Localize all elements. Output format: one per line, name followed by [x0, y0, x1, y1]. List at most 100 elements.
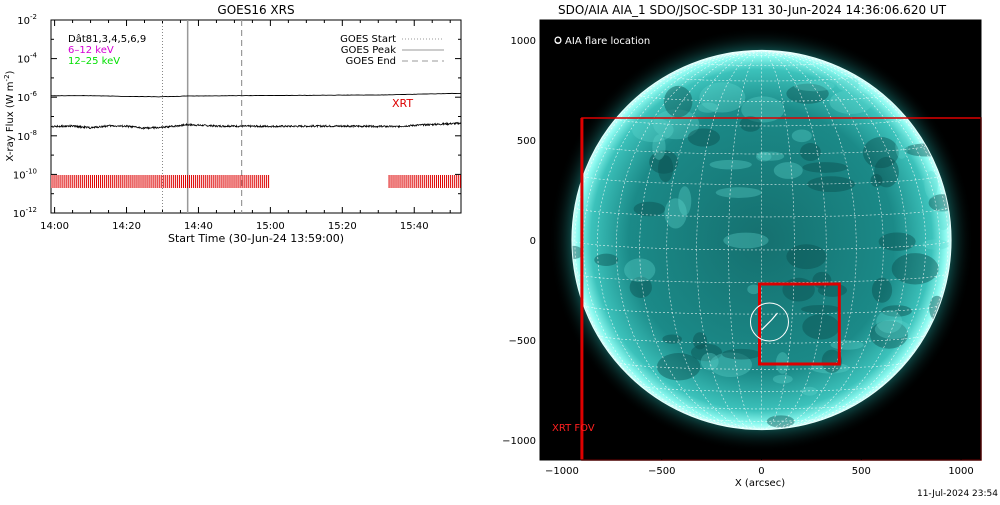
solar-texture-patch	[656, 353, 701, 381]
zoom-region-box	[758, 282, 841, 366]
aia-panel: SDO/AIA AIA_1 SDO/JSOC-SDP 131 30-Jun-20…	[502, 3, 998, 499]
goes-legend-entry: Dât81,3,4,5,6,9	[68, 33, 146, 45]
goes-chart-title: GOES16 XRS	[217, 3, 294, 17]
goes-y-tick-exp: -12	[26, 206, 37, 214]
longitude-grid-line	[639, 50, 762, 430]
solar-texture-patch	[876, 310, 903, 334]
longitude-grid-line	[761, 50, 827, 430]
solar-texture-patch	[782, 277, 815, 302]
longitude-grid-line	[596, 50, 762, 430]
solar-texture-patch	[772, 374, 793, 384]
aia-x-tick-label: 1000	[948, 466, 973, 477]
aia-chart-title: SDO/AIA AIA_1 SDO/JSOC-SDP 131 30-Jun-20…	[558, 3, 947, 17]
goes-legend-right-label: GOES Peak	[341, 45, 396, 56]
solar-texture-patch	[723, 232, 769, 249]
solar-texture-patch	[786, 244, 827, 270]
legend-circle-icon	[554, 36, 562, 44]
xrt-fov-label: XRT FOV	[552, 423, 595, 434]
goes-y-axis-label-close: )	[5, 70, 16, 74]
latitude-grid-line	[574, 273, 949, 283]
goes-y-tick-base: 10	[13, 170, 26, 181]
goes-y-tick-base: 10	[17, 132, 30, 143]
goes-legend-entry: 6–12 keV	[68, 45, 114, 56]
solar-texture-patch	[869, 320, 908, 349]
longitude-grid-line	[761, 50, 949, 421]
longitude-grid-line	[583, 50, 762, 428]
solar-texture-patch	[812, 271, 832, 289]
goes-series-line	[51, 121, 461, 131]
solar-texture-patch	[801, 386, 818, 396]
solar-texture-patch	[801, 304, 841, 314]
longitude-grid-line	[728, 50, 762, 430]
aia-x-axis-label: X (arcsec)	[735, 478, 785, 489]
latitude-grid-line	[666, 75, 857, 82]
solar-texture-patch	[862, 137, 899, 169]
latitude-grid-line	[597, 145, 926, 155]
longitude-grid-line	[761, 50, 908, 430]
solar-texture-patch	[924, 171, 938, 199]
solar-texture-patch	[663, 85, 693, 118]
solar-texture-patch	[829, 90, 873, 114]
goes-x-axis-label: Start Time (30-Jun-24 13:59:00)	[168, 232, 344, 245]
solar-texture-patch	[793, 80, 835, 92]
latitude-grid-line	[597, 334, 926, 344]
goes-legend-right-label: GOES End	[346, 56, 396, 67]
solar-texture-patch	[709, 352, 753, 378]
goes-x-tick-label: 14:40	[184, 221, 213, 232]
goes-y-tick-base: 10	[17, 93, 30, 104]
flare-location-marker	[749, 302, 789, 342]
longitude-grid-line	[761, 50, 940, 428]
solar-texture-patch	[922, 239, 950, 250]
solar-texture-patch	[649, 150, 679, 174]
solar-texture-patch	[662, 334, 682, 344]
solar-texture-patch	[594, 253, 619, 267]
aia-y-tick-label: −1000	[502, 436, 536, 447]
goes-legend-entry: 12–25 keV	[68, 56, 120, 67]
goes-y-tick-base: 10	[17, 55, 30, 66]
footer-timestamp: 11-Jul-2024 23:54	[917, 489, 998, 499]
aia-legend: O AIA flare location	[554, 36, 650, 47]
solar-texture-patch	[690, 343, 723, 362]
aia-y-tick-label: 500	[517, 136, 536, 147]
goes-series-line	[51, 92, 461, 98]
solar-texture-patch	[678, 186, 692, 216]
solar-texture-patch	[870, 174, 883, 188]
solar-texture-patch	[755, 151, 772, 162]
goes-legend-right-label: GOES Start	[340, 34, 396, 45]
goes-x-tick-label: 15:00	[256, 221, 285, 232]
solar-texture-patch	[895, 135, 909, 159]
goes-y-tick-label: 10-10	[13, 167, 37, 181]
solar-texture-patch	[802, 314, 840, 340]
latitude-grid-line	[583, 304, 940, 315]
longitude-grid-line	[761, 50, 795, 430]
solar-texture-patch	[878, 232, 916, 251]
goes-y-tick-exp: -10	[26, 167, 37, 175]
longitude-grid-line	[574, 50, 762, 421]
latitude-grid-line	[640, 385, 883, 392]
solar-texture-patch	[791, 129, 812, 143]
solar-texture-patch	[687, 128, 720, 147]
solar-texture-patch	[715, 187, 762, 198]
solar-texture-patch	[709, 159, 752, 170]
solar-limb	[571, 49, 952, 431]
goes-y-tick-exp: -6	[30, 90, 38, 98]
goes-x-tick-label: 15:20	[328, 221, 357, 232]
solar-texture-patch	[874, 319, 912, 340]
goes-y-tick-label: 10-6	[17, 90, 37, 104]
solar-texture-patch	[891, 253, 939, 285]
goes-series-group	[51, 92, 461, 131]
solar-texture-patch	[821, 349, 842, 373]
solar-texture-patch	[836, 77, 860, 92]
aia-y-tick-label: −500	[509, 336, 536, 347]
solar-texture-patch	[629, 276, 652, 298]
aia-x-tick-label: −1000	[545, 466, 579, 477]
goes-y-axis-label: X-ray Flux (W m-2)	[3, 70, 16, 161]
solar-texture-patch	[786, 83, 829, 104]
solar-texture-patch	[571, 245, 584, 259]
solar-texture-patch	[773, 162, 803, 179]
goes-y-tick-label: 10-8	[17, 129, 37, 143]
aia-x-axis: −1000 −500 0 500 1000	[545, 454, 974, 477]
